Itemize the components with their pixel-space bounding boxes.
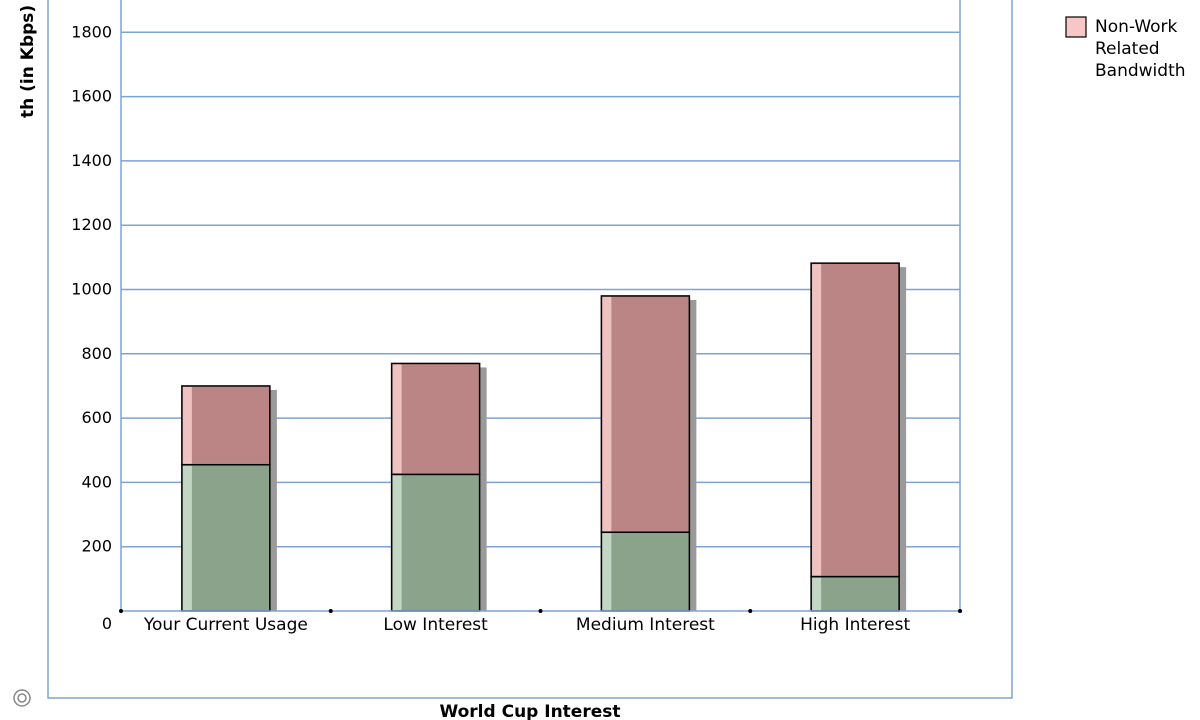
bar-segment-work xyxy=(181,463,271,612)
y-tick-label: 1800 xyxy=(71,22,112,41)
x-category-label: Medium Interest xyxy=(576,615,715,635)
y-tick-label: 400 xyxy=(81,472,112,491)
bar-highlight xyxy=(602,533,612,610)
bar-segment-non-work xyxy=(600,295,691,533)
legend-line-1: Non-Work xyxy=(1095,17,1178,37)
bars xyxy=(181,262,907,612)
y-tick-label: 1600 xyxy=(71,87,112,106)
bar-shadow xyxy=(689,299,697,611)
chart-frame xyxy=(47,0,1013,699)
y-tick-label: 200 xyxy=(81,537,112,556)
bar-segment-work xyxy=(390,473,481,612)
y-tick-label: 1400 xyxy=(71,151,112,170)
bar-segment-non-work xyxy=(810,262,900,578)
x-tick-mark xyxy=(538,609,543,613)
x-axis-title: World Cup Interest xyxy=(439,702,620,720)
copyright-icon xyxy=(13,689,31,707)
bar-highlight xyxy=(602,296,612,532)
x-category-label: Your Current Usage xyxy=(143,615,308,635)
y-tick-label: 1200 xyxy=(71,215,112,234)
legend-line-3: Bandwidth xyxy=(1095,61,1186,81)
bar-segment-work xyxy=(600,531,691,612)
bar-highlight xyxy=(182,386,192,464)
legend-line-2: Related xyxy=(1095,39,1160,59)
bar-group xyxy=(810,262,907,612)
bar-shadow xyxy=(479,367,487,611)
bar-highlight xyxy=(392,364,402,474)
bar-group xyxy=(390,362,487,612)
y-tick-label: 0 xyxy=(102,614,112,633)
x-tick-mark xyxy=(328,609,333,613)
bar-highlight xyxy=(812,577,822,610)
x-category-label: High Interest xyxy=(800,615,910,635)
bar-segment-non-work xyxy=(181,385,271,466)
bar-segment-non-work xyxy=(390,362,481,476)
legend-label: Non-Work Related Bandwidth xyxy=(1095,17,1186,81)
x-tick-mark xyxy=(119,609,123,613)
bar-highlight xyxy=(812,264,822,576)
bar-highlight xyxy=(392,475,402,610)
y-tick-label: 800 xyxy=(81,344,112,363)
y-tick-label: 600 xyxy=(81,408,112,427)
x-category-label: Low Interest xyxy=(383,615,488,635)
legend: Non-Work Related Bandwidth xyxy=(1065,16,1186,81)
x-axis: Your Current Usage Low Interest Medium Int… xyxy=(119,609,962,635)
bar-shadow xyxy=(269,389,277,611)
bar-segment-work xyxy=(810,575,900,612)
bar-highlight xyxy=(182,465,192,610)
bar-shadow xyxy=(899,267,907,611)
y-tick-label: 1000 xyxy=(71,280,112,299)
x-tick-mark xyxy=(958,609,962,613)
x-tick-mark xyxy=(748,609,753,613)
y-axis-title: th (in Kbps) xyxy=(18,5,38,118)
legend-swatch xyxy=(1065,16,1087,38)
bar-group xyxy=(600,295,697,612)
y-axis-ticks: 0 200 400 600 800 1000 1200 1400 1600 1800 xyxy=(71,22,112,633)
bar-group xyxy=(181,385,277,612)
